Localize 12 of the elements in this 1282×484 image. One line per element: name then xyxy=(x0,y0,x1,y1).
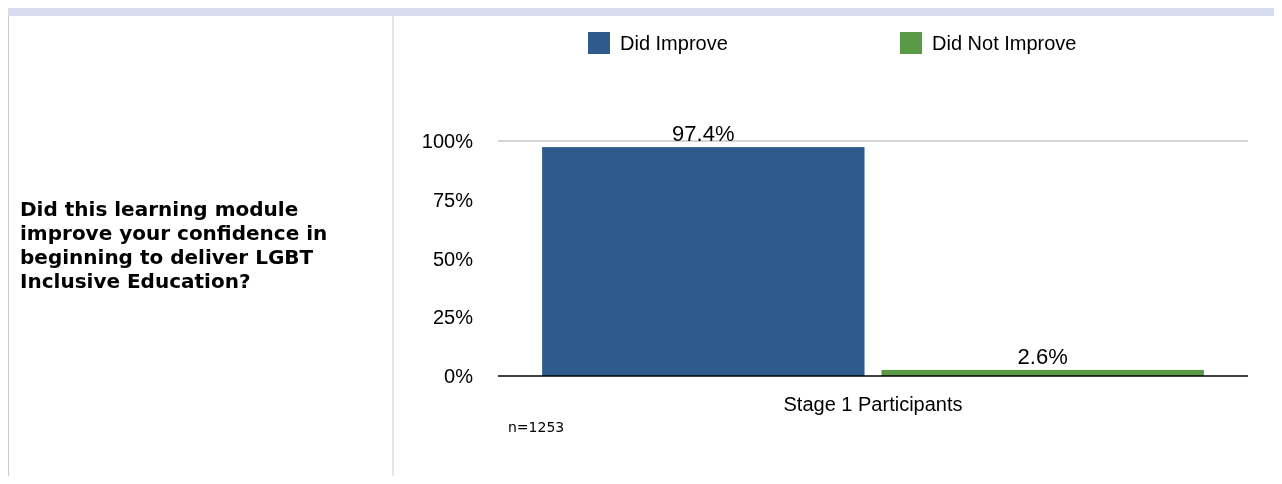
text: Did this learning module improve your confidence in beginning to deliver LGBT Inclusive Education? xyxy=(20,197,328,293)
data-label: 97.4% xyxy=(672,121,735,147)
x-tick-label: Stage 1 Participants xyxy=(783,393,963,415)
legend-label: Did Not Improve xyxy=(932,32,1077,54)
legend-label: Did Improve xyxy=(620,32,728,54)
data-label: 2.6% xyxy=(1017,343,1068,369)
text: n=1253 xyxy=(508,419,565,435)
y-tick-label: 0% xyxy=(444,365,474,387)
y-tick-label: 25% xyxy=(432,306,474,329)
y-tick-label: 50% xyxy=(432,247,474,270)
y-tick-label: 75% xyxy=(432,188,474,211)
y-tick-label: 100% xyxy=(421,130,474,152)
